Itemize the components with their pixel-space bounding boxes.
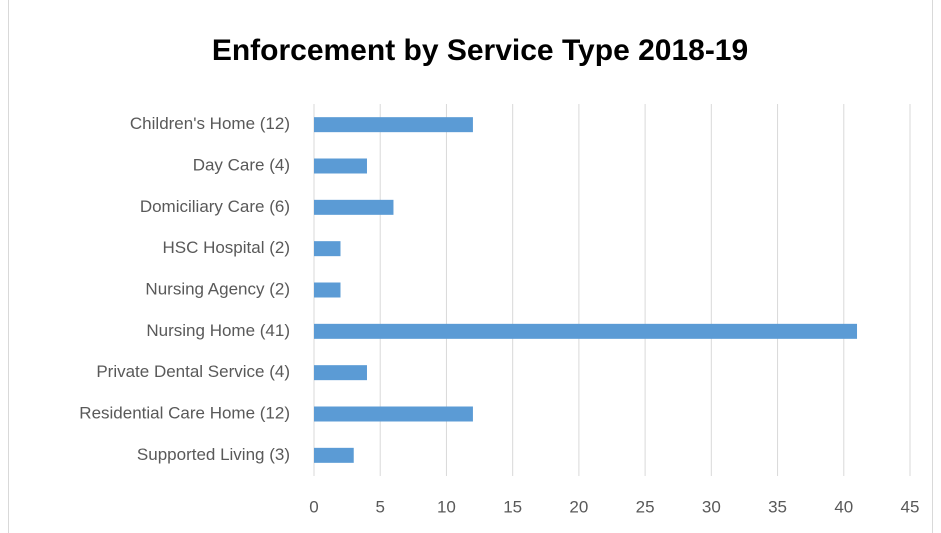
y-tick-label: Private Dental Service (4) [96,362,290,381]
x-tick-label: 35 [768,497,787,516]
bar [314,406,473,422]
y-tick-label: HSC Hospital (2) [162,238,290,257]
x-tick-label: 45 [901,497,920,516]
bar [314,158,367,174]
y-tick-label: Domiciliary Care (6) [140,197,290,216]
bar [314,117,473,133]
x-tick-label: 25 [636,497,655,516]
chart-title: Enforcement by Service Type 2018-19 [212,34,748,67]
x-tick-label: 20 [569,497,588,516]
x-tick-label: 10 [437,497,456,516]
x-tick-label: 40 [834,497,853,516]
x-tick-label: 5 [375,497,384,516]
bar [314,365,367,381]
y-tick-label: Residential Care Home (12) [79,403,290,422]
x-tick-label: 0 [309,497,318,516]
y-tick-label: Day Care (4) [193,155,290,174]
x-tick-label: 15 [503,497,522,516]
y-tick-label: Nursing Agency (2) [145,279,290,298]
bar [314,282,341,298]
bar [314,241,341,257]
bar [314,323,858,339]
y-tick-label: Supported Living (3) [137,445,290,464]
chart-frame [8,0,933,533]
y-tick-label: Children's Home (12) [130,114,290,133]
bar [314,447,354,463]
y-tick-label: Nursing Home (41) [146,321,290,340]
bar [314,199,394,215]
x-tick-label: 30 [702,497,721,516]
